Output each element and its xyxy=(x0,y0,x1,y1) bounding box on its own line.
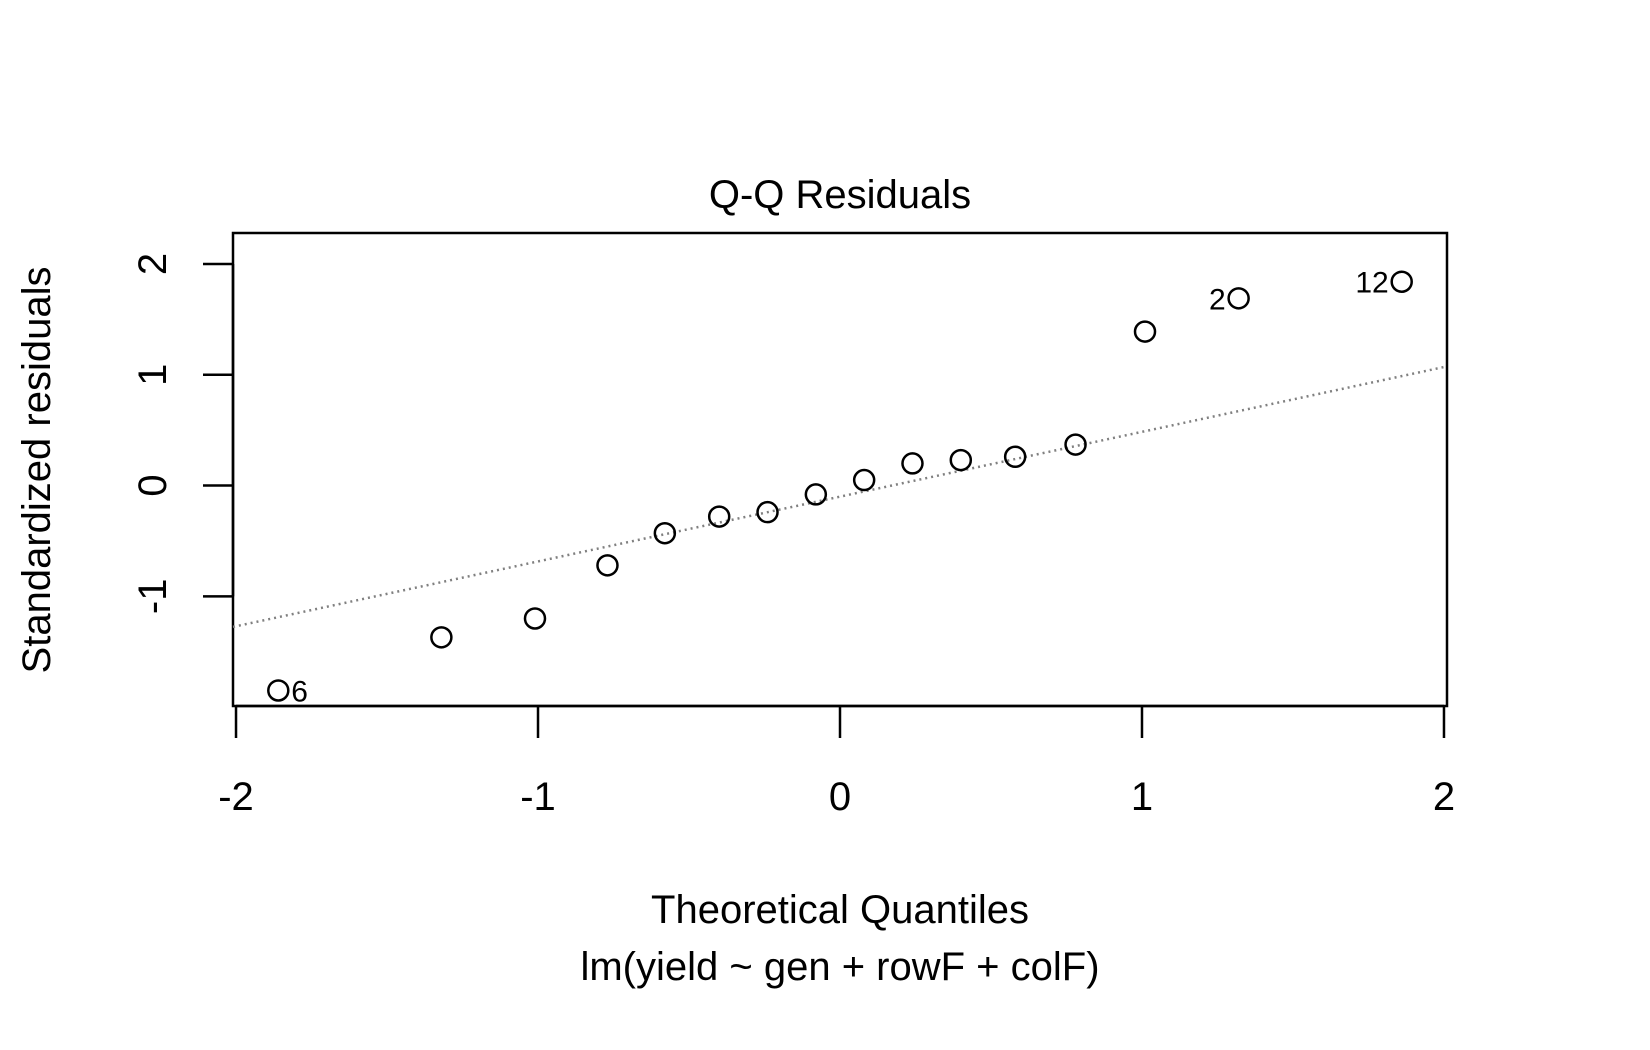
data-point xyxy=(901,452,924,475)
data-point xyxy=(1003,445,1027,469)
point-label: 2 xyxy=(1209,283,1226,316)
data-point xyxy=(852,468,876,492)
data-point xyxy=(707,505,731,528)
data-point xyxy=(1064,433,1087,456)
y-axis: -1 0 1 2 xyxy=(131,253,235,615)
x-axis: -2 -1 0 1 2 xyxy=(218,704,1455,819)
reference-line xyxy=(232,365,1448,629)
point-label: 6 xyxy=(291,675,308,708)
data-point xyxy=(1390,270,1413,293)
y-tick-label: 0 xyxy=(131,474,175,496)
data-point xyxy=(523,607,547,630)
data-point xyxy=(804,483,828,506)
x-tick-label: -2 xyxy=(218,775,254,819)
x-tick-label: 1 xyxy=(1131,775,1153,819)
y-tick-label: -1 xyxy=(131,579,175,615)
data-point xyxy=(267,679,290,702)
data-point xyxy=(653,521,677,545)
chart-subtitle: lm(yield ~ gen + rowF + colF) xyxy=(580,945,1099,989)
data-points: 6 2 12 xyxy=(267,267,1413,708)
point-label: 12 xyxy=(1355,267,1388,300)
data-point xyxy=(430,626,453,649)
chart-title: Q-Q Residuals xyxy=(709,173,971,217)
data-point xyxy=(949,448,973,472)
y-tick-label: 1 xyxy=(131,364,175,386)
y-tick-label: 2 xyxy=(131,253,175,275)
plot-frame xyxy=(231,231,1449,708)
x-tick-label: 2 xyxy=(1433,775,1455,819)
x-tick-label: -1 xyxy=(520,775,556,819)
x-tick-label: 0 xyxy=(829,775,851,819)
data-point xyxy=(1133,320,1157,343)
data-point xyxy=(756,500,779,524)
data-point xyxy=(1227,287,1250,310)
data-point xyxy=(596,554,619,577)
y-axis-label: Standardized residuals xyxy=(15,267,59,674)
x-axis-label: Theoretical Quantiles xyxy=(651,888,1029,932)
